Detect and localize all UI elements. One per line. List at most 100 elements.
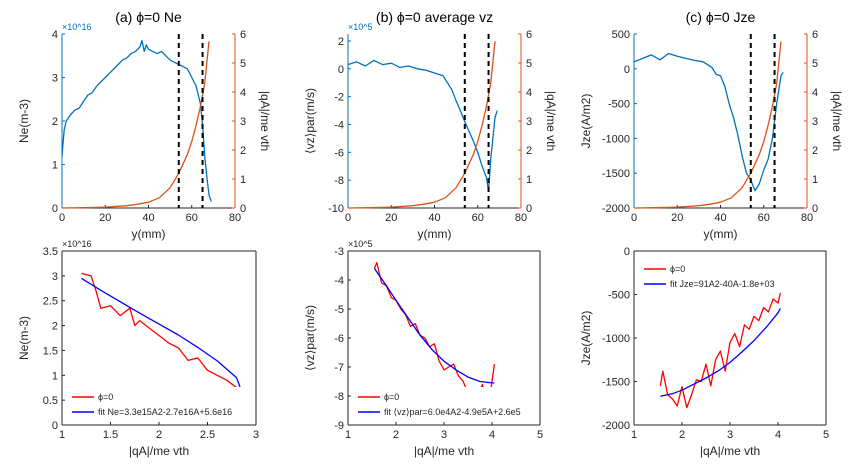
x-tick-label: 1 bbox=[59, 429, 65, 441]
y-axis-label: Ne(m-3) bbox=[17, 99, 31, 143]
y-tick-label: 4 bbox=[52, 29, 58, 41]
y-tick-right-label: 5 bbox=[240, 58, 246, 70]
x-tick-label: 2 bbox=[393, 429, 399, 441]
x-axis-label: |qA|/me vth bbox=[129, 444, 189, 458]
y-tick-label: -1000 bbox=[602, 133, 630, 145]
x-tick-label: 1 bbox=[345, 429, 351, 441]
chart-4: 1 1.5 2 2.5 3 |qA|/me vth 0 0.5 1 1.5 2 2.5 3 3.5 Ne(m… bbox=[17, 239, 259, 458]
y-tick-label: -6 bbox=[334, 333, 344, 345]
x-tick-label: 20 bbox=[671, 212, 683, 224]
y-tick-right-label: 4 bbox=[812, 87, 818, 99]
x-tick-label: 20 bbox=[99, 212, 111, 224]
chart-6: 1 2 3 4 5 |qA|/me vth -2000 -1500 -1000 -500 0 Jze(… bbox=[579, 246, 829, 458]
series-line-0 bbox=[633, 52, 784, 192]
legend-box bbox=[640, 259, 820, 293]
y-tick-label: -4 bbox=[334, 275, 344, 287]
plot-area bbox=[62, 34, 235, 208]
y-axis-label: Jze(A/m2) bbox=[579, 94, 593, 149]
series-line-1 bbox=[81, 277, 243, 392]
y-tick-right-label: 1 bbox=[240, 174, 246, 186]
x-tick-label: 1.5 bbox=[103, 429, 118, 441]
y-tick-label: 0.5 bbox=[43, 395, 58, 407]
y-tick-label: -1500 bbox=[602, 377, 630, 389]
y-tick-label: -8 bbox=[334, 175, 344, 187]
y-tick-label: 0 bbox=[624, 64, 630, 76]
y-tick-right-label: 4 bbox=[240, 87, 246, 99]
y-tick-right-label: 1 bbox=[526, 174, 532, 186]
chart-3: 0 20 40 60 80y(mm)-2000-1500-1000-5000500Jze… bbox=[579, 9, 844, 241]
x-axis-label: |qA|/me vth bbox=[414, 444, 474, 458]
y-tick-right-label: 0 bbox=[526, 203, 532, 215]
y-tick-right-label: 0 bbox=[812, 203, 818, 215]
y-multiplier: ×10^16 bbox=[62, 22, 92, 32]
x-tick-label: 0 bbox=[59, 212, 65, 224]
series-line-1 bbox=[633, 41, 782, 209]
y-tick-label: -3 bbox=[334, 246, 344, 258]
x-tick-label: 40 bbox=[714, 212, 726, 224]
y-tick-right-label: 2 bbox=[240, 145, 246, 157]
x-tick-label: 0 bbox=[631, 212, 637, 224]
y-tick-label: -7 bbox=[334, 362, 344, 374]
y-tick-label: -4 bbox=[334, 119, 344, 131]
y-multiplier: ×10^5 bbox=[348, 239, 373, 249]
series-line-1 bbox=[347, 41, 496, 209]
x-tick-label: 60 bbox=[186, 212, 198, 224]
y-multiplier: ×10^16 bbox=[62, 239, 92, 249]
x-axis-label: |qA|/me vth bbox=[700, 444, 760, 458]
legend: ϕ=0 fit Jze=91A2-40A-1.8e+03 bbox=[640, 259, 820, 293]
legend-box bbox=[68, 387, 250, 421]
y-tick-right-label: 3 bbox=[526, 116, 532, 128]
x-tick-label: 80 bbox=[801, 212, 813, 224]
y-tick-right-label: 6 bbox=[240, 29, 246, 41]
x-tick-label: 2.5 bbox=[200, 429, 215, 441]
y-tick-label: 0 bbox=[338, 64, 344, 76]
y-tick-label: -1500 bbox=[602, 168, 630, 180]
legend: ϕ=0 fit Ne=3.3e15A2-2.7e16A+5.6e16 bbox=[68, 387, 250, 421]
series-line-0 bbox=[81, 272, 243, 396]
y-axis-label: Jze(A/m2) bbox=[579, 311, 593, 366]
y-tick-right-label: 5 bbox=[812, 58, 818, 70]
x-tick-label: 0 bbox=[345, 212, 351, 224]
y-tick-right-label: 5 bbox=[526, 58, 532, 70]
y-tick-label: -2000 bbox=[602, 420, 630, 432]
y-tick-right-label: 3 bbox=[812, 116, 818, 128]
x-tick-label: 80 bbox=[229, 212, 241, 224]
y-tick-right-label: 2 bbox=[526, 145, 532, 157]
y-tick-label: 3.5 bbox=[43, 246, 58, 258]
y-axis-label: ⟨vz⟩par(m/s) bbox=[303, 305, 317, 371]
y-tick-right-label: 6 bbox=[812, 29, 818, 41]
y-tick-right-label: 2 bbox=[812, 145, 818, 157]
chart-2: 0 20 40 60 80y(mm)-10-8-6-4-202⟨vz⟩par(m/s)×… bbox=[303, 9, 558, 241]
legend-entry: fit Ne=3.3e15A2-2.7e16A+5.6e16 bbox=[98, 407, 232, 417]
x-tick-label: 80 bbox=[515, 212, 527, 224]
y-axis-label: ⟨vz⟩par(m/s) bbox=[303, 88, 317, 154]
chart-title: (c) ϕ=0 Jze bbox=[686, 9, 756, 25]
y-tick-label: 0 bbox=[624, 246, 630, 258]
x-tick-label: 3 bbox=[727, 429, 733, 441]
y-tick-label: 2.5 bbox=[43, 296, 58, 308]
y-tick-label: 3 bbox=[52, 73, 58, 85]
y-tick-right-label: 0 bbox=[240, 203, 246, 215]
x-tick-label: 20 bbox=[385, 212, 397, 224]
x-tick-label: 4 bbox=[775, 429, 781, 441]
x-tick-label: 40 bbox=[142, 212, 154, 224]
y-axis-label: Ne(m-3) bbox=[17, 316, 31, 360]
y-tick-label: 2 bbox=[338, 36, 344, 48]
series-line-0 bbox=[659, 292, 782, 409]
y-tick-label: -6 bbox=[334, 147, 344, 159]
y-tick-right-label: 6 bbox=[526, 29, 532, 41]
y-tick-label: -10 bbox=[328, 203, 344, 215]
y-tick-label: -2000 bbox=[602, 203, 630, 215]
y-tick-label: -9 bbox=[334, 420, 344, 432]
y-tick-label: -2 bbox=[334, 92, 344, 104]
x-tick-label: 60 bbox=[758, 212, 770, 224]
chart-title: (b) ϕ=0 average vz bbox=[376, 9, 493, 25]
x-tick-label: 2 bbox=[679, 429, 685, 441]
y-axis-right-label: |qA|/me vth bbox=[830, 91, 844, 151]
y-axis-right-label: |qA|/me vth bbox=[544, 91, 558, 151]
y-tick-right-label: 3 bbox=[240, 116, 246, 128]
y-tick-label: -500 bbox=[608, 290, 630, 302]
y-tick-label: -1000 bbox=[602, 333, 630, 345]
y-tick-label: 3 bbox=[52, 271, 58, 283]
y-tick-label: -500 bbox=[608, 99, 630, 111]
